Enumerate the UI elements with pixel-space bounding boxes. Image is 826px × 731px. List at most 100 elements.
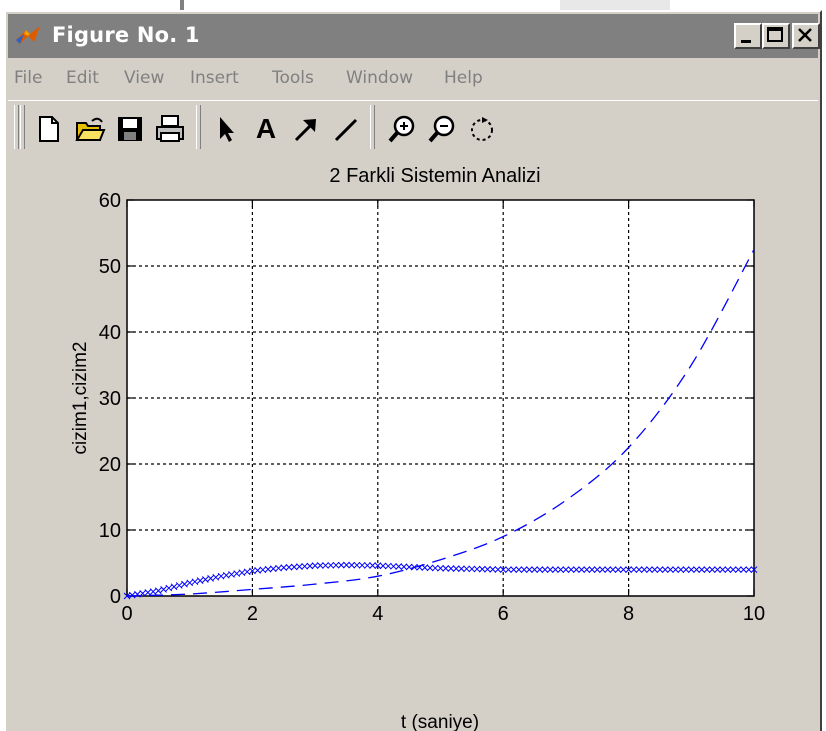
data-point-marker <box>552 566 559 573</box>
data-point-marker <box>708 566 716 573</box>
data-point-marker <box>202 576 209 583</box>
data-point-marker <box>499 566 507 573</box>
data-point-marker <box>703 566 711 573</box>
data-point-marker <box>426 564 434 572</box>
data-point-marker <box>327 561 335 569</box>
minimize-button[interactable] <box>734 23 762 49</box>
minimize-icon <box>741 40 751 43</box>
data-point-marker <box>468 565 476 573</box>
data-point-marker <box>348 561 356 569</box>
data-point-marker <box>531 566 538 573</box>
data-point-marker <box>149 588 157 595</box>
rotate-icon[interactable] <box>466 113 498 145</box>
data-point-marker <box>212 573 220 581</box>
data-point-marker <box>207 575 214 582</box>
x-tick-label: 2 <box>247 603 258 625</box>
data-point-marker <box>154 587 162 595</box>
data-point-marker <box>484 565 491 573</box>
data-point-marker <box>525 566 533 573</box>
y-tick-label: 40 <box>99 322 121 344</box>
data-point-marker <box>473 565 481 573</box>
series-layer <box>123 249 758 600</box>
matlab-logo-icon <box>16 26 40 44</box>
data-point-marker <box>593 566 601 573</box>
menu-insert[interactable]: Insert <box>190 68 239 88</box>
data-point-marker <box>181 580 188 588</box>
zoom-out-icon[interactable] <box>426 113 458 145</box>
data-point-marker <box>322 562 329 569</box>
figure-window: Figure No. 1 File Edit View Insert Tools… <box>4 10 822 731</box>
toolbar-grip[interactable] <box>14 105 19 149</box>
toolbar-separator-2 <box>370 105 375 149</box>
data-point-marker <box>243 568 251 576</box>
data-point-marker <box>635 566 643 573</box>
data-point-marker <box>369 562 376 569</box>
data-point-marker <box>651 566 659 573</box>
data-point-marker <box>557 566 565 573</box>
menu-file[interactable]: File <box>14 68 43 88</box>
data-point-marker <box>228 571 235 578</box>
data-point-marker <box>609 566 617 573</box>
pointer-arrow-icon[interactable] <box>210 113 242 145</box>
menu-tools[interactable]: Tools <box>272 68 314 88</box>
zoom-in-icon[interactable] <box>386 113 418 145</box>
data-point-marker <box>170 583 178 591</box>
data-point-marker <box>285 563 293 571</box>
menu-view[interactable]: View <box>124 68 165 88</box>
open-folder-icon[interactable] <box>74 113 106 145</box>
data-point-marker <box>489 566 497 573</box>
y-tick-label: 0 <box>110 586 121 608</box>
line-icon[interactable] <box>330 113 362 145</box>
x-tick-label: 10 <box>743 603 765 625</box>
data-point-marker <box>656 566 664 573</box>
maximize-button[interactable] <box>762 23 790 49</box>
data-point-marker <box>175 582 183 589</box>
new-file-icon[interactable] <box>32 113 64 145</box>
data-point-marker <box>604 566 612 573</box>
data-point-marker <box>400 563 408 571</box>
data-point-marker <box>160 586 167 593</box>
data-point-marker <box>431 564 439 572</box>
x-tick-label: 0 <box>121 603 132 625</box>
menu-help[interactable]: Help <box>444 68 483 88</box>
window-title: Figure No. 1 <box>52 23 200 47</box>
data-point-marker <box>316 562 324 569</box>
title-bar[interactable]: Figure No. 1 <box>8 14 820 58</box>
data-point-marker <box>191 578 199 586</box>
text-A-icon[interactable]: A <box>255 113 277 144</box>
data-point-marker <box>515 566 523 573</box>
data-point-marker <box>505 566 512 573</box>
data-point-marker <box>196 577 204 584</box>
axis-ticks: 0 2 4 6 8 10 0 10 20 30 40 50 60 <box>99 190 765 625</box>
data-point-marker <box>677 566 685 573</box>
y-tick-label: 50 <box>99 256 121 278</box>
data-point-marker <box>374 562 382 569</box>
data-point-marker <box>390 562 397 570</box>
y-tick-label: 60 <box>99 190 121 212</box>
arrow-icon[interactable] <box>290 113 322 145</box>
chart-title: 2 Farkli Sistemin Analizi <box>329 165 540 187</box>
data-point-marker <box>332 561 340 569</box>
close-icon <box>798 28 812 42</box>
data-point-marker <box>301 562 309 570</box>
data-point-marker <box>290 563 298 571</box>
x-tick-label: 4 <box>372 603 383 625</box>
data-point-marker <box>343 561 350 569</box>
data-point-marker <box>447 565 455 572</box>
data-point-marker <box>572 566 580 573</box>
data-point-marker <box>567 566 575 573</box>
data-point-marker <box>562 566 570 573</box>
y-tick-label: 30 <box>99 388 121 410</box>
menu-edit[interactable]: Edit <box>66 68 99 88</box>
print-icon[interactable] <box>154 113 186 145</box>
data-point-marker <box>599 566 606 573</box>
data-point-marker <box>128 591 136 599</box>
data-point-marker <box>719 566 727 573</box>
menu-window[interactable]: Window <box>346 68 414 88</box>
data-point-marker <box>510 566 518 573</box>
save-icon[interactable] <box>114 113 146 145</box>
plot-area[interactable]: 2 Farkli Sistemin Analizi 0 2 4 6 8 10 0 10 20 30… <box>6 152 820 731</box>
data-point-marker <box>452 565 460 572</box>
data-point-marker <box>463 565 470 573</box>
close-button[interactable] <box>792 23 820 49</box>
